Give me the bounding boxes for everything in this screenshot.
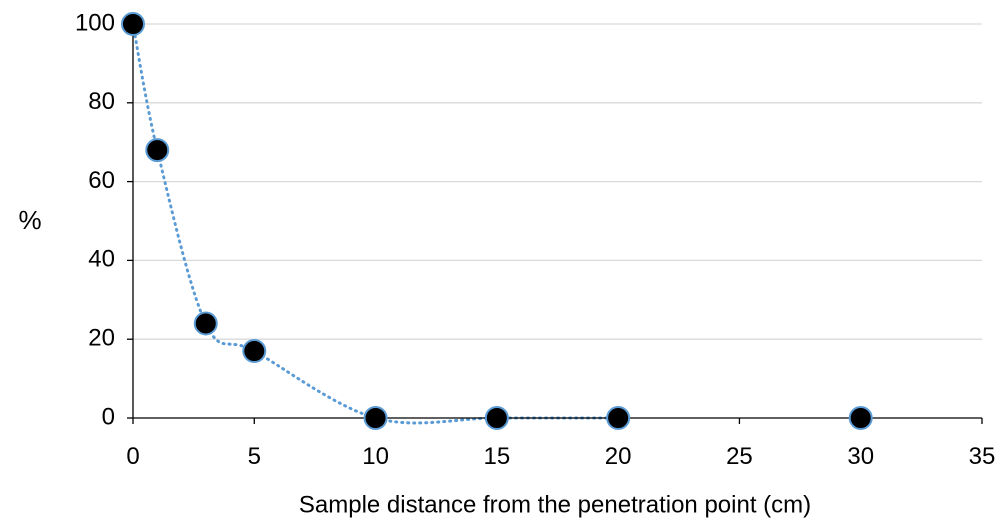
x-tick-label: 15 bbox=[484, 443, 511, 470]
y-tick-label: 80 bbox=[88, 88, 115, 115]
data-point bbox=[484, 406, 509, 430]
x-tick-label: 20 bbox=[605, 443, 632, 470]
data-point bbox=[121, 12, 145, 36]
trendline-layer bbox=[131, 22, 620, 425]
x-tick-label: 0 bbox=[126, 443, 139, 470]
y-tick-label: 0 bbox=[102, 403, 115, 430]
y-tick-label: 60 bbox=[88, 167, 115, 194]
x-axis-title: Sample distance from the penetration poi… bbox=[299, 491, 811, 518]
data-point bbox=[363, 406, 388, 430]
data-points bbox=[121, 12, 873, 430]
data-point bbox=[606, 406, 631, 430]
data-point bbox=[193, 311, 218, 336]
trendline bbox=[131, 22, 620, 425]
x-tick-label: 25 bbox=[726, 443, 753, 470]
y-axis-title: % bbox=[18, 205, 41, 235]
axes: 0 20 40 60 80 100 0 5 10 15 20 25 30 35 bbox=[75, 9, 995, 470]
data-point bbox=[848, 406, 873, 430]
x-tick-label: 10 bbox=[362, 443, 389, 470]
y-tick-label: 20 bbox=[88, 325, 115, 352]
x-tick-label: 5 bbox=[248, 443, 261, 470]
x-tick-label: 35 bbox=[969, 443, 996, 470]
y-tick-label: 100 bbox=[75, 9, 115, 36]
y-tick-label: 40 bbox=[88, 246, 115, 273]
data-point bbox=[242, 339, 267, 364]
x-tick-label: 30 bbox=[847, 443, 874, 470]
data-point bbox=[145, 138, 170, 163]
gridlines bbox=[133, 23, 982, 340]
